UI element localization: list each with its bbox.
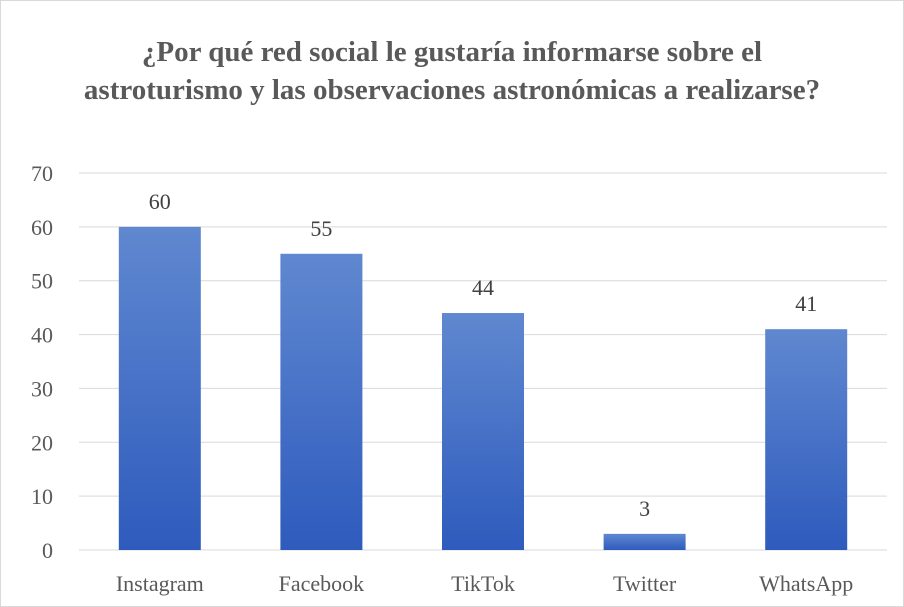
data-label-whatsapp: 41 — [795, 291, 817, 316]
y-axis-ticks: 0 10 20 30 40 50 60 70 — [31, 161, 53, 563]
data-label-facebook: 55 — [310, 216, 332, 241]
y-tick-label: 70 — [31, 161, 53, 186]
chart-title: ¿Por qué red social le gustaría informar… — [83, 36, 821, 106]
x-category-twitter: Twitter — [613, 571, 677, 596]
y-tick-label: 10 — [31, 484, 53, 509]
y-tick-label: 40 — [31, 323, 53, 348]
y-tick-label: 30 — [31, 376, 53, 401]
data-labels: 60 55 44 3 41 — [149, 189, 817, 521]
x-category-tiktok: TikTok — [451, 571, 515, 596]
data-label-tiktok: 44 — [472, 275, 494, 300]
bar-facebook — [280, 253, 363, 551]
bar-whatsapp — [765, 329, 848, 550]
bar-tiktok — [442, 313, 524, 550]
x-axis-categories: Instagram Facebook TikTok Twitter WhatsApp — [116, 571, 853, 596]
x-category-facebook: Facebook — [279, 571, 365, 596]
y-tick-label: 60 — [31, 215, 53, 240]
data-label-twitter: 3 — [639, 496, 650, 521]
x-category-whatsapp: WhatsApp — [759, 571, 853, 596]
data-label-instagram: 60 — [149, 189, 171, 214]
bar-instagram — [118, 226, 201, 550]
bars — [118, 226, 848, 551]
bar-twitter — [603, 533, 686, 550]
x-category-instagram: Instagram — [116, 571, 204, 596]
y-tick-label: 50 — [31, 269, 53, 294]
y-tick-label: 0 — [42, 538, 53, 563]
y-tick-label: 20 — [31, 430, 53, 455]
